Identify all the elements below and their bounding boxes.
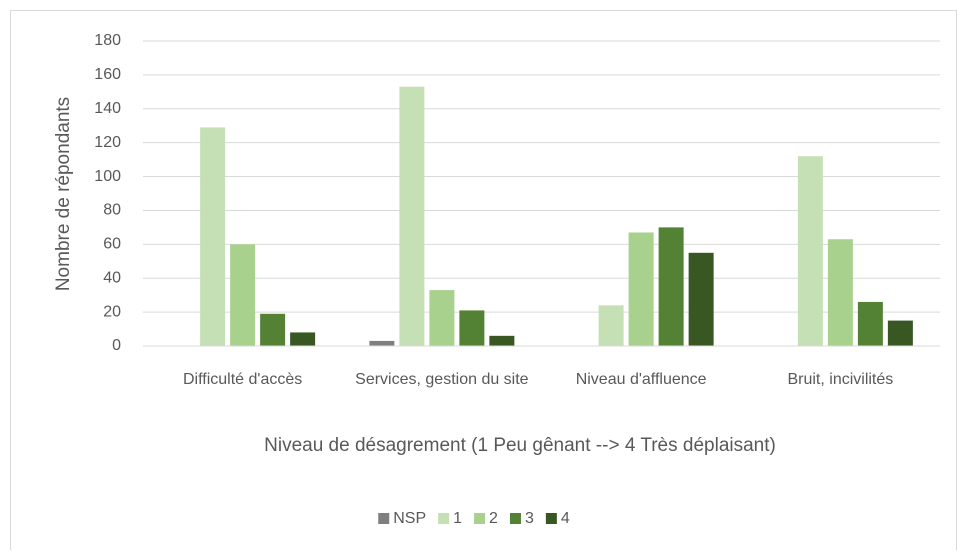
x-tick-label: Difficulté d'accès [183,371,302,388]
bar [658,227,684,346]
y-tick-label: 140 [94,100,121,117]
legend-swatch [474,513,486,524]
x-tick-label: Niveau d'affluence [576,371,707,388]
x-tick-label: Bruit, incivilités [787,371,893,388]
bar [429,290,455,346]
legend-label: 4 [561,510,570,527]
y-tick-label: 0 [112,337,121,354]
legend-label: 1 [453,510,462,527]
bar [598,305,624,346]
bar [260,313,286,346]
x-axis-title: Niveau de désagrement (1 Peu gênant --> … [264,435,776,456]
y-tick-label: 60 [103,236,121,253]
x-tick-label: Services, gestion du site [355,371,529,388]
bar [887,320,913,346]
bar [369,340,395,346]
y-tick-label: 80 [103,202,121,219]
y-tick-label: 160 [94,66,121,83]
legend-swatch [509,513,521,524]
y-tick-label: 100 [94,168,121,185]
y-tick-label: 20 [103,303,121,320]
y-tick-label: 180 [94,32,121,49]
legend-swatch [378,513,390,524]
legend-label: 2 [489,510,498,527]
bar [290,332,316,346]
y-tick-label: 120 [94,134,121,151]
legend-swatch [438,513,450,524]
bar [459,310,485,346]
bar [688,252,714,346]
bar [628,232,654,346]
legend-label: 3 [525,510,534,527]
bar [489,335,515,346]
bar [230,244,256,346]
bar [857,301,883,346]
bar [827,239,853,346]
legend-label: NSP [393,510,426,527]
y-tick-label: 40 [103,269,121,286]
bar [399,86,425,346]
bar [797,156,823,346]
legend-swatch [545,513,557,524]
bar [200,127,226,347]
y-axis-title: Nombre de répondants [53,97,74,291]
